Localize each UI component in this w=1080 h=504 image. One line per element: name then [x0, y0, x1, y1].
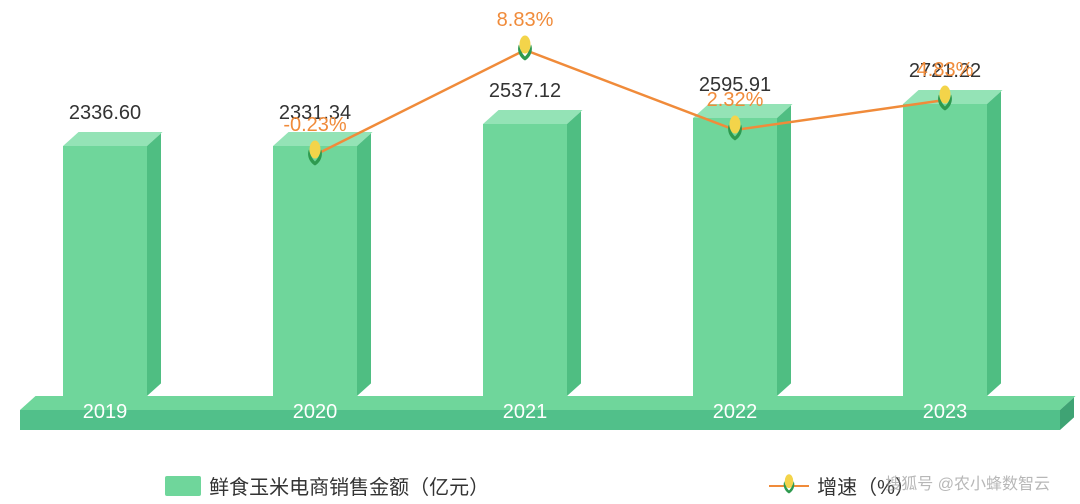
chart-plot-area: 2336.60 2019 2331.34 2020 2537.12 2021 2…	[30, 10, 1050, 430]
corn-icon	[305, 140, 325, 171]
bar-front-face	[63, 146, 147, 396]
x-axis-label: 2021	[465, 401, 585, 424]
corn-icon	[935, 85, 955, 116]
x-axis-label: 2022	[675, 401, 795, 424]
line-value-label: -0.23%	[283, 114, 346, 137]
corn-icon	[781, 473, 797, 498]
legend-bar-swatch	[165, 476, 201, 496]
corn-icon	[725, 115, 745, 146]
bar-front-face	[273, 146, 357, 396]
bar-side-face	[567, 112, 581, 396]
corn-icon	[515, 35, 535, 66]
bar-side-face	[987, 92, 1001, 396]
bar: 2595.91	[693, 118, 777, 396]
bar-value-label: 2336.60	[21, 102, 189, 125]
legend-item-bar: 鲜食玉米电商销售金额（亿元）	[165, 471, 489, 500]
bar-top-face	[63, 132, 163, 146]
bar: 2336.60	[63, 146, 147, 396]
bar-value-label: 2537.12	[441, 80, 609, 103]
watermark-text: 搜狐号 @农小蜂数智云	[885, 470, 1050, 494]
legend-bar-label: 鲜食玉米电商销售金额（亿元）	[209, 471, 489, 500]
bar: 2331.34	[273, 146, 357, 396]
bar-front-face	[483, 124, 567, 396]
line-value-label: 8.83%	[497, 9, 554, 32]
bar: 2721.22	[903, 104, 987, 396]
bar-front-face	[693, 118, 777, 396]
x-axis-label: 2019	[45, 401, 165, 424]
line-value-label: 4.83%	[917, 59, 974, 82]
bar: 2537.12	[483, 124, 567, 396]
x-axis-label: 2020	[255, 401, 375, 424]
bar-side-face	[147, 133, 161, 396]
bar-side-face	[357, 134, 371, 396]
bar-side-face	[777, 105, 791, 396]
x-axis-label: 2023	[885, 401, 1005, 424]
bar-front-face	[903, 104, 987, 396]
legend-line-swatch	[769, 485, 809, 487]
line-value-label: 2.32%	[707, 89, 764, 112]
